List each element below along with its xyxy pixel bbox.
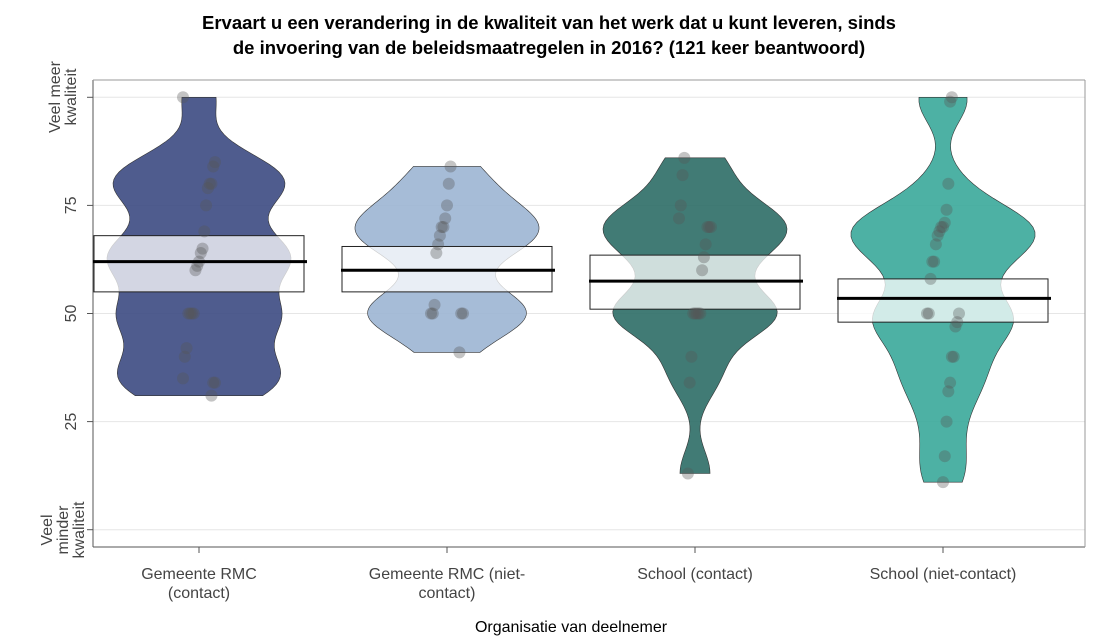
point xyxy=(207,376,220,389)
point xyxy=(683,376,696,389)
point xyxy=(945,91,958,104)
point xyxy=(685,350,698,363)
point xyxy=(435,221,448,234)
chart-title: Ervaart u een verandering in de kwalitei… xyxy=(202,12,896,58)
x-tick-label: School (contact) xyxy=(637,566,753,583)
point xyxy=(205,177,218,190)
point xyxy=(940,415,953,428)
point xyxy=(953,307,965,320)
point xyxy=(428,298,441,311)
point xyxy=(681,467,694,480)
point xyxy=(938,450,951,463)
x-axis-label: Organisatie van deelnemer xyxy=(474,619,668,636)
point xyxy=(209,156,221,169)
point xyxy=(676,169,689,182)
y-tick-label: 50 xyxy=(63,305,80,323)
point xyxy=(937,221,949,234)
point xyxy=(689,307,701,320)
point xyxy=(180,342,193,355)
point xyxy=(692,307,705,320)
point xyxy=(947,350,960,363)
point xyxy=(442,177,455,190)
point xyxy=(425,307,437,320)
point xyxy=(942,177,955,190)
point xyxy=(926,255,939,268)
point xyxy=(690,307,703,320)
point xyxy=(444,160,457,173)
point xyxy=(699,238,712,251)
point xyxy=(185,307,198,320)
point xyxy=(696,264,709,277)
point xyxy=(430,246,443,259)
point xyxy=(673,212,685,225)
point xyxy=(189,264,202,277)
point xyxy=(929,238,942,251)
point xyxy=(439,212,452,225)
point xyxy=(937,476,949,489)
point xyxy=(177,91,189,104)
point xyxy=(687,307,700,320)
point xyxy=(935,221,948,234)
point xyxy=(949,320,962,333)
y-tick-label: Veel meer kwaliteit xyxy=(47,61,80,134)
point xyxy=(201,182,214,195)
interval-box xyxy=(837,278,1049,323)
point xyxy=(694,307,707,320)
x-tick-label: Gemeente RMC (niet-contact) xyxy=(368,566,526,602)
point xyxy=(933,225,946,238)
point xyxy=(944,95,957,108)
point xyxy=(196,242,209,255)
point xyxy=(194,246,207,259)
x-tick-label: School (niet-contact) xyxy=(869,566,1017,583)
point xyxy=(203,177,216,190)
point xyxy=(178,350,191,363)
point xyxy=(928,255,941,268)
point xyxy=(441,199,453,212)
point xyxy=(697,251,710,264)
x-tick-label: Gemeente RMC (contact) xyxy=(141,566,257,602)
point xyxy=(207,160,220,173)
point xyxy=(455,307,468,320)
point xyxy=(426,307,439,320)
point xyxy=(198,225,211,238)
point xyxy=(945,350,958,363)
point xyxy=(942,385,955,398)
point xyxy=(922,307,935,320)
point xyxy=(182,307,195,320)
point xyxy=(938,216,951,229)
violin xyxy=(602,157,788,474)
y-tick-label: 75 xyxy=(63,196,80,214)
point xyxy=(184,307,197,320)
point xyxy=(177,372,189,385)
point xyxy=(205,389,218,402)
point xyxy=(701,221,714,234)
point xyxy=(940,203,953,216)
interval-box xyxy=(93,235,305,293)
point xyxy=(200,199,213,212)
point xyxy=(924,272,937,285)
point xyxy=(209,376,221,389)
point xyxy=(951,316,964,329)
point xyxy=(674,199,687,212)
y-tick-label: 25 xyxy=(63,413,80,431)
point xyxy=(432,238,445,251)
point xyxy=(931,229,944,242)
point xyxy=(678,151,691,164)
point xyxy=(921,307,933,320)
point xyxy=(187,307,200,320)
point xyxy=(705,221,717,234)
point xyxy=(703,221,716,234)
point xyxy=(453,346,466,359)
point xyxy=(433,229,446,242)
point xyxy=(437,221,450,234)
point xyxy=(457,307,469,320)
y-tick-label: Veel minder kwaliteit xyxy=(39,501,88,559)
point xyxy=(944,376,957,389)
